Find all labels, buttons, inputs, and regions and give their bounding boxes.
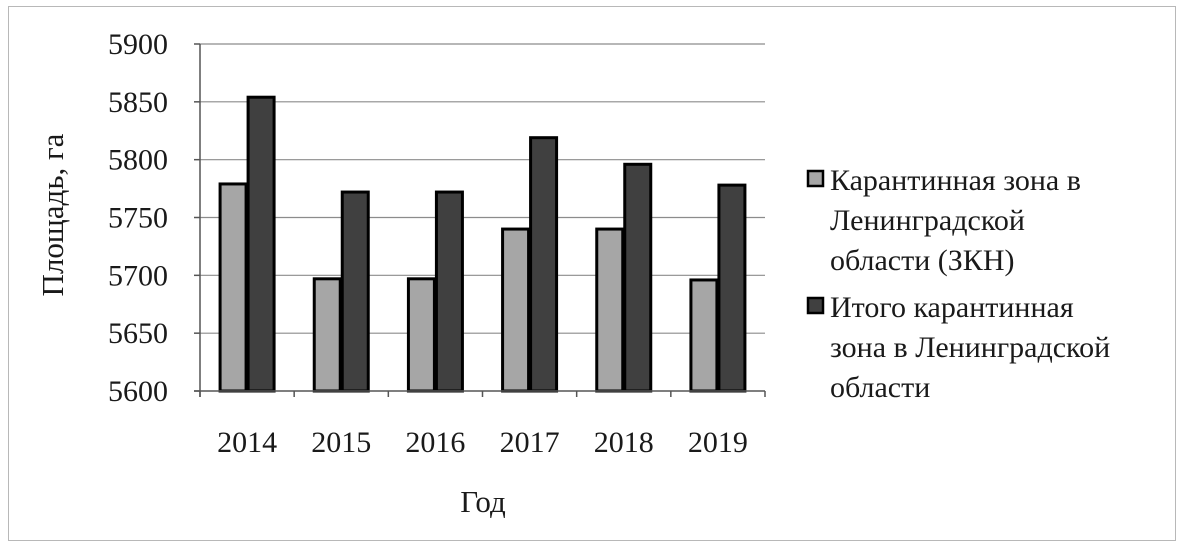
legend-label-series-1-line-3: области (ЗКН) [830,244,1014,277]
x-tick-label: 2019 [688,426,748,459]
bar-series-1-2019 [689,278,719,393]
y-tick-label: 5850 [108,86,168,119]
legend: Карантинная зона в Ленинградской области… [806,164,1110,404]
bar-series-1-2017 [501,227,531,393]
legend-label-series-1-line-1: Карантинная зона в [830,164,1081,197]
y-tick-label: 5650 [108,317,168,350]
axes [194,43,766,397]
bar-series-2-2018 [623,162,653,393]
bar-series-2-2017 [529,136,559,393]
x-tick-label: 2018 [594,426,654,459]
legend-label-series-1-line-2: Ленинградской [830,204,1025,237]
x-axis-title: Год [460,484,506,519]
legend-label-series-2-line-3: области [830,371,930,404]
bar-series-1-2014 [218,182,248,393]
bars [218,95,747,393]
legend-label-series-2-line-1: Итого карантинная [830,291,1074,324]
y-tick-label: 5700 [108,259,168,292]
bar-series-1-2018 [595,227,625,393]
legend-swatch-series-1 [806,169,825,188]
bar-series-1-2016 [406,277,436,393]
y-tick-label: 5600 [108,375,168,408]
bar-series-2-2015 [340,190,370,393]
legend-item-series-2: Итого карантинная зона в Ленинградской о… [806,291,1110,404]
y-tick-labels: 5600 5650 5700 5750 5800 5850 5900 [108,28,168,408]
y-tick-label: 5800 [108,144,168,177]
legend-swatch-series-2 [806,296,825,315]
x-tick-label: 2015 [311,426,371,459]
x-tick-label: 2014 [217,426,277,459]
x-tick-labels: 2014 2015 2016 2017 2018 2019 [217,426,748,459]
x-tick-label: 2017 [500,426,560,459]
legend-label-series-2-line-2: зона в Ленинградской [830,331,1110,364]
legend-item-series-1: Карантинная зона в Ленинградской области… [806,164,1081,277]
y-tick-label: 5900 [108,28,168,61]
chart-frame [8,6,1176,541]
bar-series-1-2015 [312,277,342,393]
bar-series-2-2014 [246,95,276,393]
x-tick-label: 2016 [405,426,465,459]
y-axis-title: Площадь, га [35,133,70,296]
bar-series-2-2019 [717,183,747,393]
y-tick-label: 5750 [108,202,168,235]
bar-series-2-2016 [434,190,464,393]
gridlines [200,43,765,334]
